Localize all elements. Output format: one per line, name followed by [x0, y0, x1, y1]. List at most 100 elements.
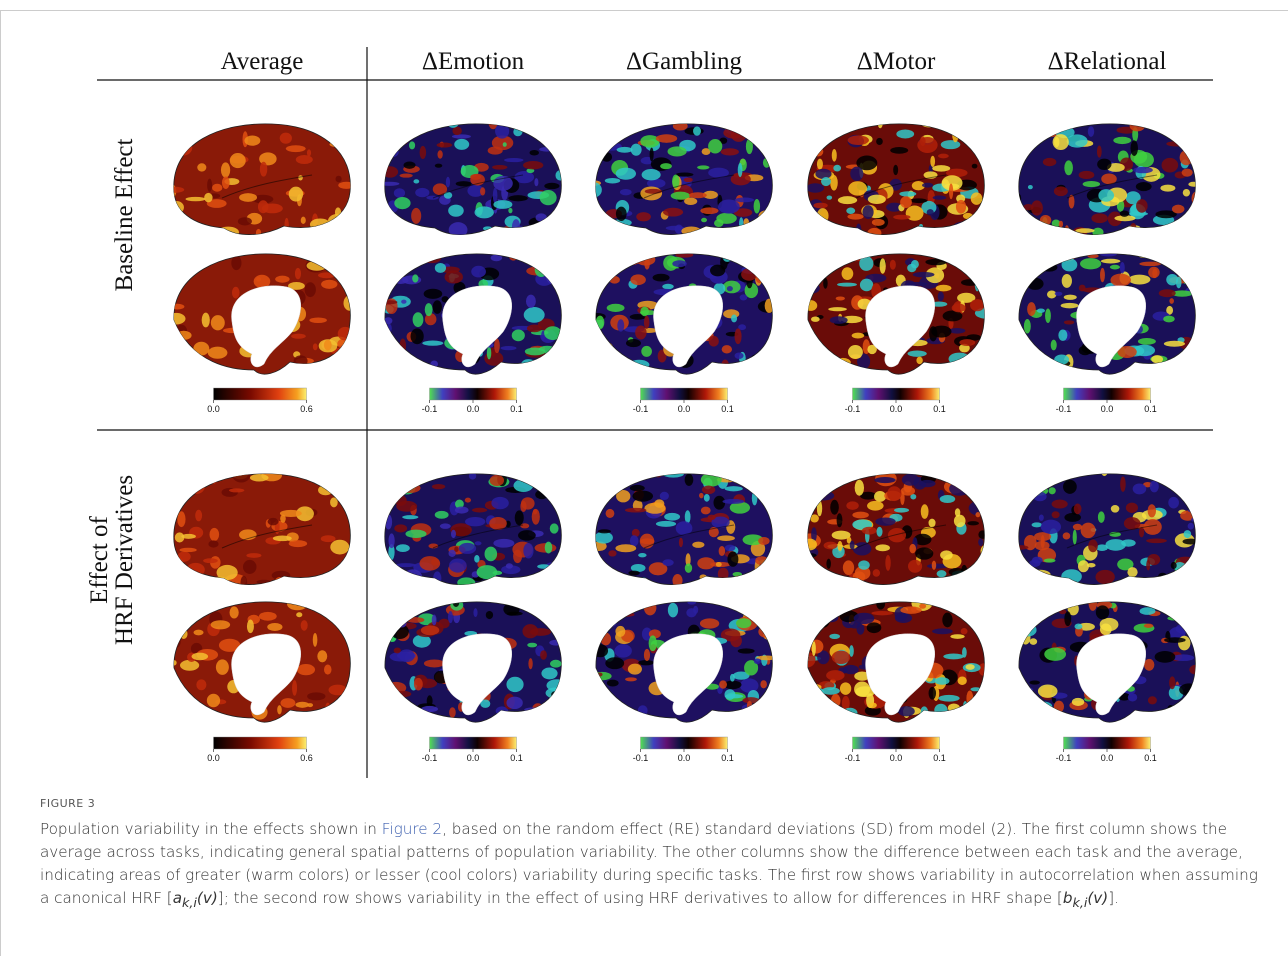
spot — [641, 346, 652, 357]
spot — [292, 680, 297, 696]
spot — [524, 707, 540, 711]
colorbar-tick-label: 0.1 — [933, 753, 946, 763]
spot — [1029, 474, 1049, 488]
spot — [1098, 189, 1114, 202]
spot — [508, 208, 512, 213]
spot — [503, 142, 507, 146]
figure-link[interactable]: Figure 2 — [382, 820, 442, 838]
spot — [803, 255, 819, 267]
spot — [620, 189, 632, 195]
spot — [383, 300, 398, 304]
spot — [1127, 567, 1137, 577]
spot — [961, 126, 974, 137]
spot — [656, 134, 677, 143]
spot — [413, 179, 419, 183]
math: a — [173, 889, 182, 907]
spot — [335, 176, 341, 183]
spot — [1039, 514, 1044, 520]
spot — [920, 136, 926, 146]
spot — [1074, 504, 1082, 515]
spot — [1091, 213, 1107, 223]
brain — [586, 122, 776, 237]
spot — [954, 609, 970, 616]
spot — [1166, 256, 1186, 267]
colorbar-tick-label: -0.1 — [633, 753, 649, 763]
spot — [449, 707, 456, 717]
spot — [628, 571, 639, 576]
column-header: ΔGambling — [626, 48, 743, 75]
spot — [548, 126, 556, 132]
spot — [909, 544, 916, 554]
spot — [1052, 511, 1060, 518]
spot — [207, 694, 220, 707]
spot — [630, 274, 645, 285]
spot — [673, 122, 688, 131]
spot — [1019, 344, 1030, 358]
spot — [979, 663, 988, 675]
spot — [729, 123, 735, 129]
spot — [1162, 158, 1179, 173]
spot — [316, 227, 337, 240]
spot — [256, 229, 261, 238]
spot — [969, 353, 985, 369]
spot — [919, 604, 926, 609]
spot — [381, 271, 393, 287]
spot — [553, 615, 557, 627]
spot — [1061, 303, 1079, 308]
spot — [310, 218, 330, 230]
spot — [813, 147, 824, 156]
spot — [432, 484, 445, 489]
spot — [935, 252, 956, 256]
spot — [848, 345, 863, 359]
spot — [1055, 292, 1063, 296]
spot — [1159, 289, 1176, 297]
spot — [221, 162, 230, 177]
spot — [874, 491, 886, 502]
colorbar — [853, 388, 940, 400]
spot — [260, 162, 267, 177]
spot — [804, 267, 819, 273]
spot — [449, 559, 467, 573]
spot — [636, 253, 656, 265]
spot — [843, 665, 859, 674]
spot — [277, 705, 282, 714]
spot — [1079, 285, 1086, 292]
spot — [386, 697, 404, 707]
spot — [1023, 472, 1040, 485]
spot — [174, 140, 193, 156]
spot — [949, 328, 965, 334]
spot — [872, 219, 885, 226]
spot — [1183, 189, 1190, 197]
spot — [666, 226, 685, 231]
spot — [1160, 185, 1175, 192]
spot — [816, 134, 837, 138]
spot — [810, 640, 824, 654]
spot — [808, 576, 819, 591]
spot — [1012, 545, 1028, 550]
spot — [853, 542, 872, 555]
spot — [1097, 159, 1111, 170]
spot — [307, 149, 311, 156]
spot — [528, 658, 532, 669]
spot — [954, 515, 966, 528]
spot — [822, 471, 829, 477]
spot — [421, 706, 438, 712]
spot — [552, 618, 556, 625]
spot — [546, 270, 565, 285]
spot — [700, 618, 719, 628]
brain — [379, 116, 567, 238]
row-label: Effect of — [86, 515, 113, 603]
spot — [493, 200, 512, 209]
spot — [597, 565, 605, 573]
spot — [719, 546, 726, 556]
spot — [273, 535, 292, 541]
spot — [693, 126, 701, 135]
spot — [404, 605, 412, 613]
spot — [1179, 683, 1199, 696]
spot — [167, 252, 178, 257]
spot — [1035, 541, 1050, 551]
spot — [949, 353, 971, 366]
colorbar — [1064, 737, 1151, 749]
spot — [492, 165, 507, 170]
spot — [592, 577, 606, 590]
